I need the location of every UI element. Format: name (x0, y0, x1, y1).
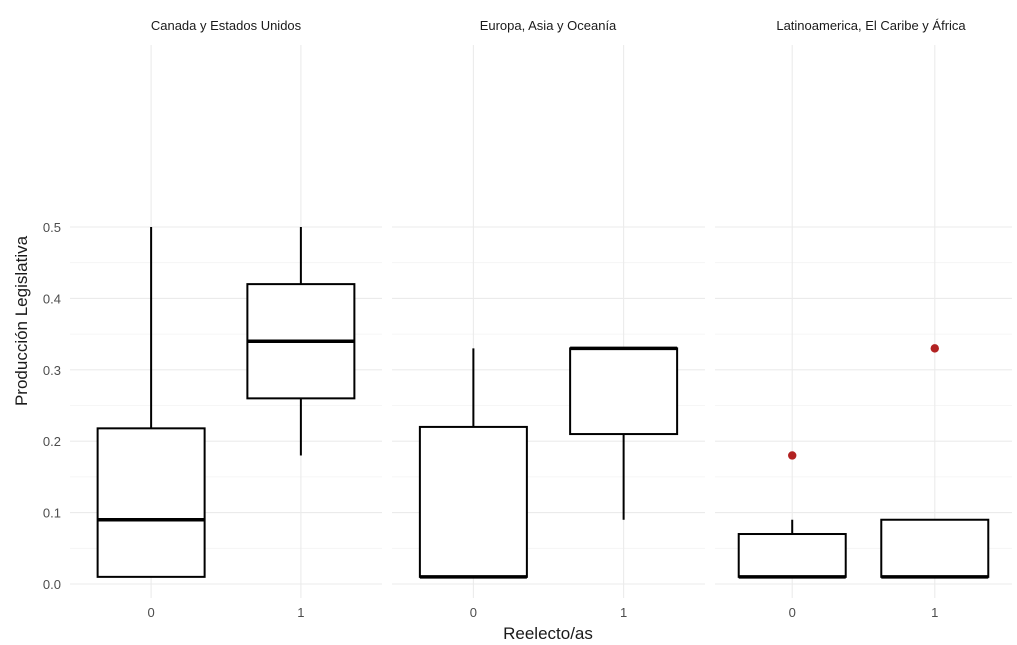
y-tick-label: 0.1 (43, 506, 61, 521)
box-marks (96, 227, 990, 579)
facet-title-1: Canada y Estados Unidos (151, 18, 302, 33)
x-tick-label: 1 (620, 605, 627, 620)
x-tick-label: 0 (789, 605, 796, 620)
x-tick-label: 1 (931, 605, 938, 620)
y-tick-label: 0.0 (43, 577, 61, 592)
facet-title-2: Europa, Asia y Oceanía (480, 18, 617, 33)
box (96, 427, 206, 578)
facet-titles: Canada y Estados Unidos Europa, Asia y O… (151, 18, 967, 33)
y-tick-label: 0.4 (43, 291, 61, 306)
y-axis-title: Producción Legislativa (12, 235, 31, 406)
y-tick-label: 0.5 (43, 220, 61, 235)
x-tick-label: 0 (470, 605, 477, 620)
x-tick-label: 1 (297, 605, 304, 620)
x-tick-label: 0 (148, 605, 155, 620)
y-tick-label: 0.2 (43, 434, 61, 449)
outlier-point (788, 451, 797, 460)
y-axis-tick-labels: 0.0 0.1 0.2 0.3 0.4 0.5 (43, 220, 61, 592)
facet-title-3: Latinoamerica, El Caribe y África (776, 18, 966, 33)
box (880, 518, 990, 578)
x-axis-tick-labels: 0 1 0 1 0 1 (148, 605, 939, 620)
y-tick-label: 0.3 (43, 363, 61, 378)
outlier-point (930, 344, 939, 353)
box (737, 533, 847, 578)
x-axis-title: Reelecto/as (503, 624, 593, 643)
box (418, 425, 528, 578)
box (569, 347, 679, 436)
grid-layer (70, 45, 1012, 598)
